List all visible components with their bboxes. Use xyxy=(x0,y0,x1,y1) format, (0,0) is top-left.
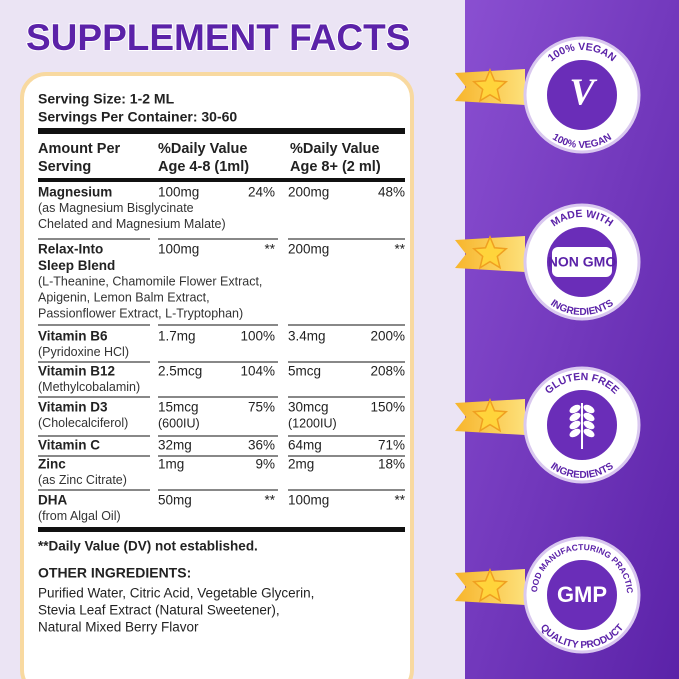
badge-center-text: GMP xyxy=(557,582,607,607)
daily-value: ** xyxy=(264,242,275,257)
serving-size: Serving Size: 1-2 ML xyxy=(38,91,175,107)
amount: 30mcg xyxy=(288,400,329,415)
star xyxy=(471,568,509,603)
wheat-grain xyxy=(583,420,595,430)
wheat-grain xyxy=(569,428,581,438)
nutrient-name: Relax-Into xyxy=(38,242,103,257)
amount: 100mg xyxy=(158,242,199,257)
badge-center-text: NON GMO xyxy=(548,254,617,270)
wheat-grain xyxy=(569,420,581,430)
rule xyxy=(38,178,405,182)
servings-per-container: Servings Per Container: 30-60 xyxy=(38,109,237,125)
daily-value: ** xyxy=(394,242,405,257)
table-header: Age 4-8 (1ml) xyxy=(158,159,249,175)
nutrient-name: Vitamin B6 xyxy=(38,329,108,344)
title: SUPPLEMENT FACTS xyxy=(26,17,410,58)
nutrient-note: (Cholecalciferol) xyxy=(38,416,128,430)
amount: (600IU) xyxy=(158,416,200,430)
badge-center-text: V xyxy=(569,72,597,114)
nutrient-name: Sleep Blend xyxy=(38,258,115,273)
other-ingredients-heading: OTHER INGREDIENTS: xyxy=(38,565,191,581)
amount: 1.7mg xyxy=(158,329,196,344)
amount: 2.5mcg xyxy=(158,364,202,379)
daily-value: 71% xyxy=(378,438,405,453)
nutrient-note: Passionflower Extract, L-Tryptophan) xyxy=(38,306,243,320)
badge-inner xyxy=(545,58,619,132)
star xyxy=(471,235,509,270)
rule xyxy=(38,527,405,532)
other-ingredients-line: Purified Water, Citric Acid, Vegetable G… xyxy=(38,586,314,601)
wheat-grain xyxy=(583,428,595,438)
rule xyxy=(38,128,405,134)
star xyxy=(471,68,509,103)
daily-value: ** xyxy=(264,493,275,508)
daily-value: 104% xyxy=(240,364,275,379)
amount: 32mg xyxy=(158,438,192,453)
nutrient-note: Apigenin, Lemon Balm Extract, xyxy=(38,290,210,304)
table-header: %Daily Value xyxy=(290,141,379,157)
amount: 64mg xyxy=(288,438,322,453)
daily-value: 100% xyxy=(240,329,275,344)
other-ingredients-line: Natural Mixed Berry Flavor xyxy=(38,620,199,635)
amount: 15mcg xyxy=(158,400,199,415)
daily-value: 208% xyxy=(370,364,405,379)
amount: 5mcg xyxy=(288,364,321,379)
nutrient-name: Vitamin B12 xyxy=(38,364,115,379)
nutrient-note: Chelated and Magnesium Malate) xyxy=(38,217,226,231)
footnote: **Daily Value (DV) not established. xyxy=(38,539,258,554)
star xyxy=(471,398,509,433)
amount: 50mg xyxy=(158,493,192,508)
daily-value: 150% xyxy=(370,400,405,415)
nutrient-name: Vitamin C xyxy=(38,438,100,453)
nutrient-name: DHA xyxy=(38,493,67,508)
wheat-grain xyxy=(569,404,581,414)
wheat-grain xyxy=(569,412,581,422)
other-ingredients-line: Stevia Leaf Extract (Natural Sweetener), xyxy=(38,603,280,618)
table-header: Amount Per xyxy=(38,141,121,157)
nutrient-name: Vitamin D3 xyxy=(38,400,108,415)
nutrient-name: Zinc xyxy=(38,457,66,472)
amount: (1200IU) xyxy=(288,416,337,430)
nutrient-note: (Methylcobalamin) xyxy=(38,380,140,394)
nutrient-note: (as Magnesium Bisglycinate xyxy=(38,201,194,215)
amount: 1mg xyxy=(158,457,184,472)
daily-value: 200% xyxy=(370,329,405,344)
daily-value: 18% xyxy=(378,457,405,472)
table-header: Serving xyxy=(38,159,91,175)
table-header: %Daily Value xyxy=(158,141,247,157)
wheat-grain xyxy=(583,412,595,422)
daily-value: 36% xyxy=(248,438,275,453)
nutrient-note: (Pyridoxine HCl) xyxy=(38,345,129,359)
badge-inner xyxy=(545,558,619,632)
wheat-grain xyxy=(583,404,595,414)
amount: 200mg xyxy=(288,242,329,257)
nutrient-note: (L-Theanine, Chamomile Flower Extract, xyxy=(38,274,262,288)
daily-value: ** xyxy=(394,493,405,508)
daily-value: 75% xyxy=(248,400,275,415)
amount: 200mg xyxy=(288,185,329,200)
table-header: Age 8+ (2 ml) xyxy=(290,159,381,175)
nutrient-note: (from Algal Oil) xyxy=(38,509,121,523)
daily-value: 24% xyxy=(248,185,275,200)
amount: 2mg xyxy=(288,457,314,472)
nutrient-name: Magnesium xyxy=(38,185,112,200)
daily-value: 48% xyxy=(378,185,405,200)
amount: 100mg xyxy=(158,185,199,200)
badge-center-box xyxy=(552,247,612,277)
daily-value: 9% xyxy=(255,457,275,472)
amount: 3.4mg xyxy=(288,329,326,344)
amount: 100mg xyxy=(288,493,329,508)
nutrient-note: (as Zinc Citrate) xyxy=(38,473,127,487)
